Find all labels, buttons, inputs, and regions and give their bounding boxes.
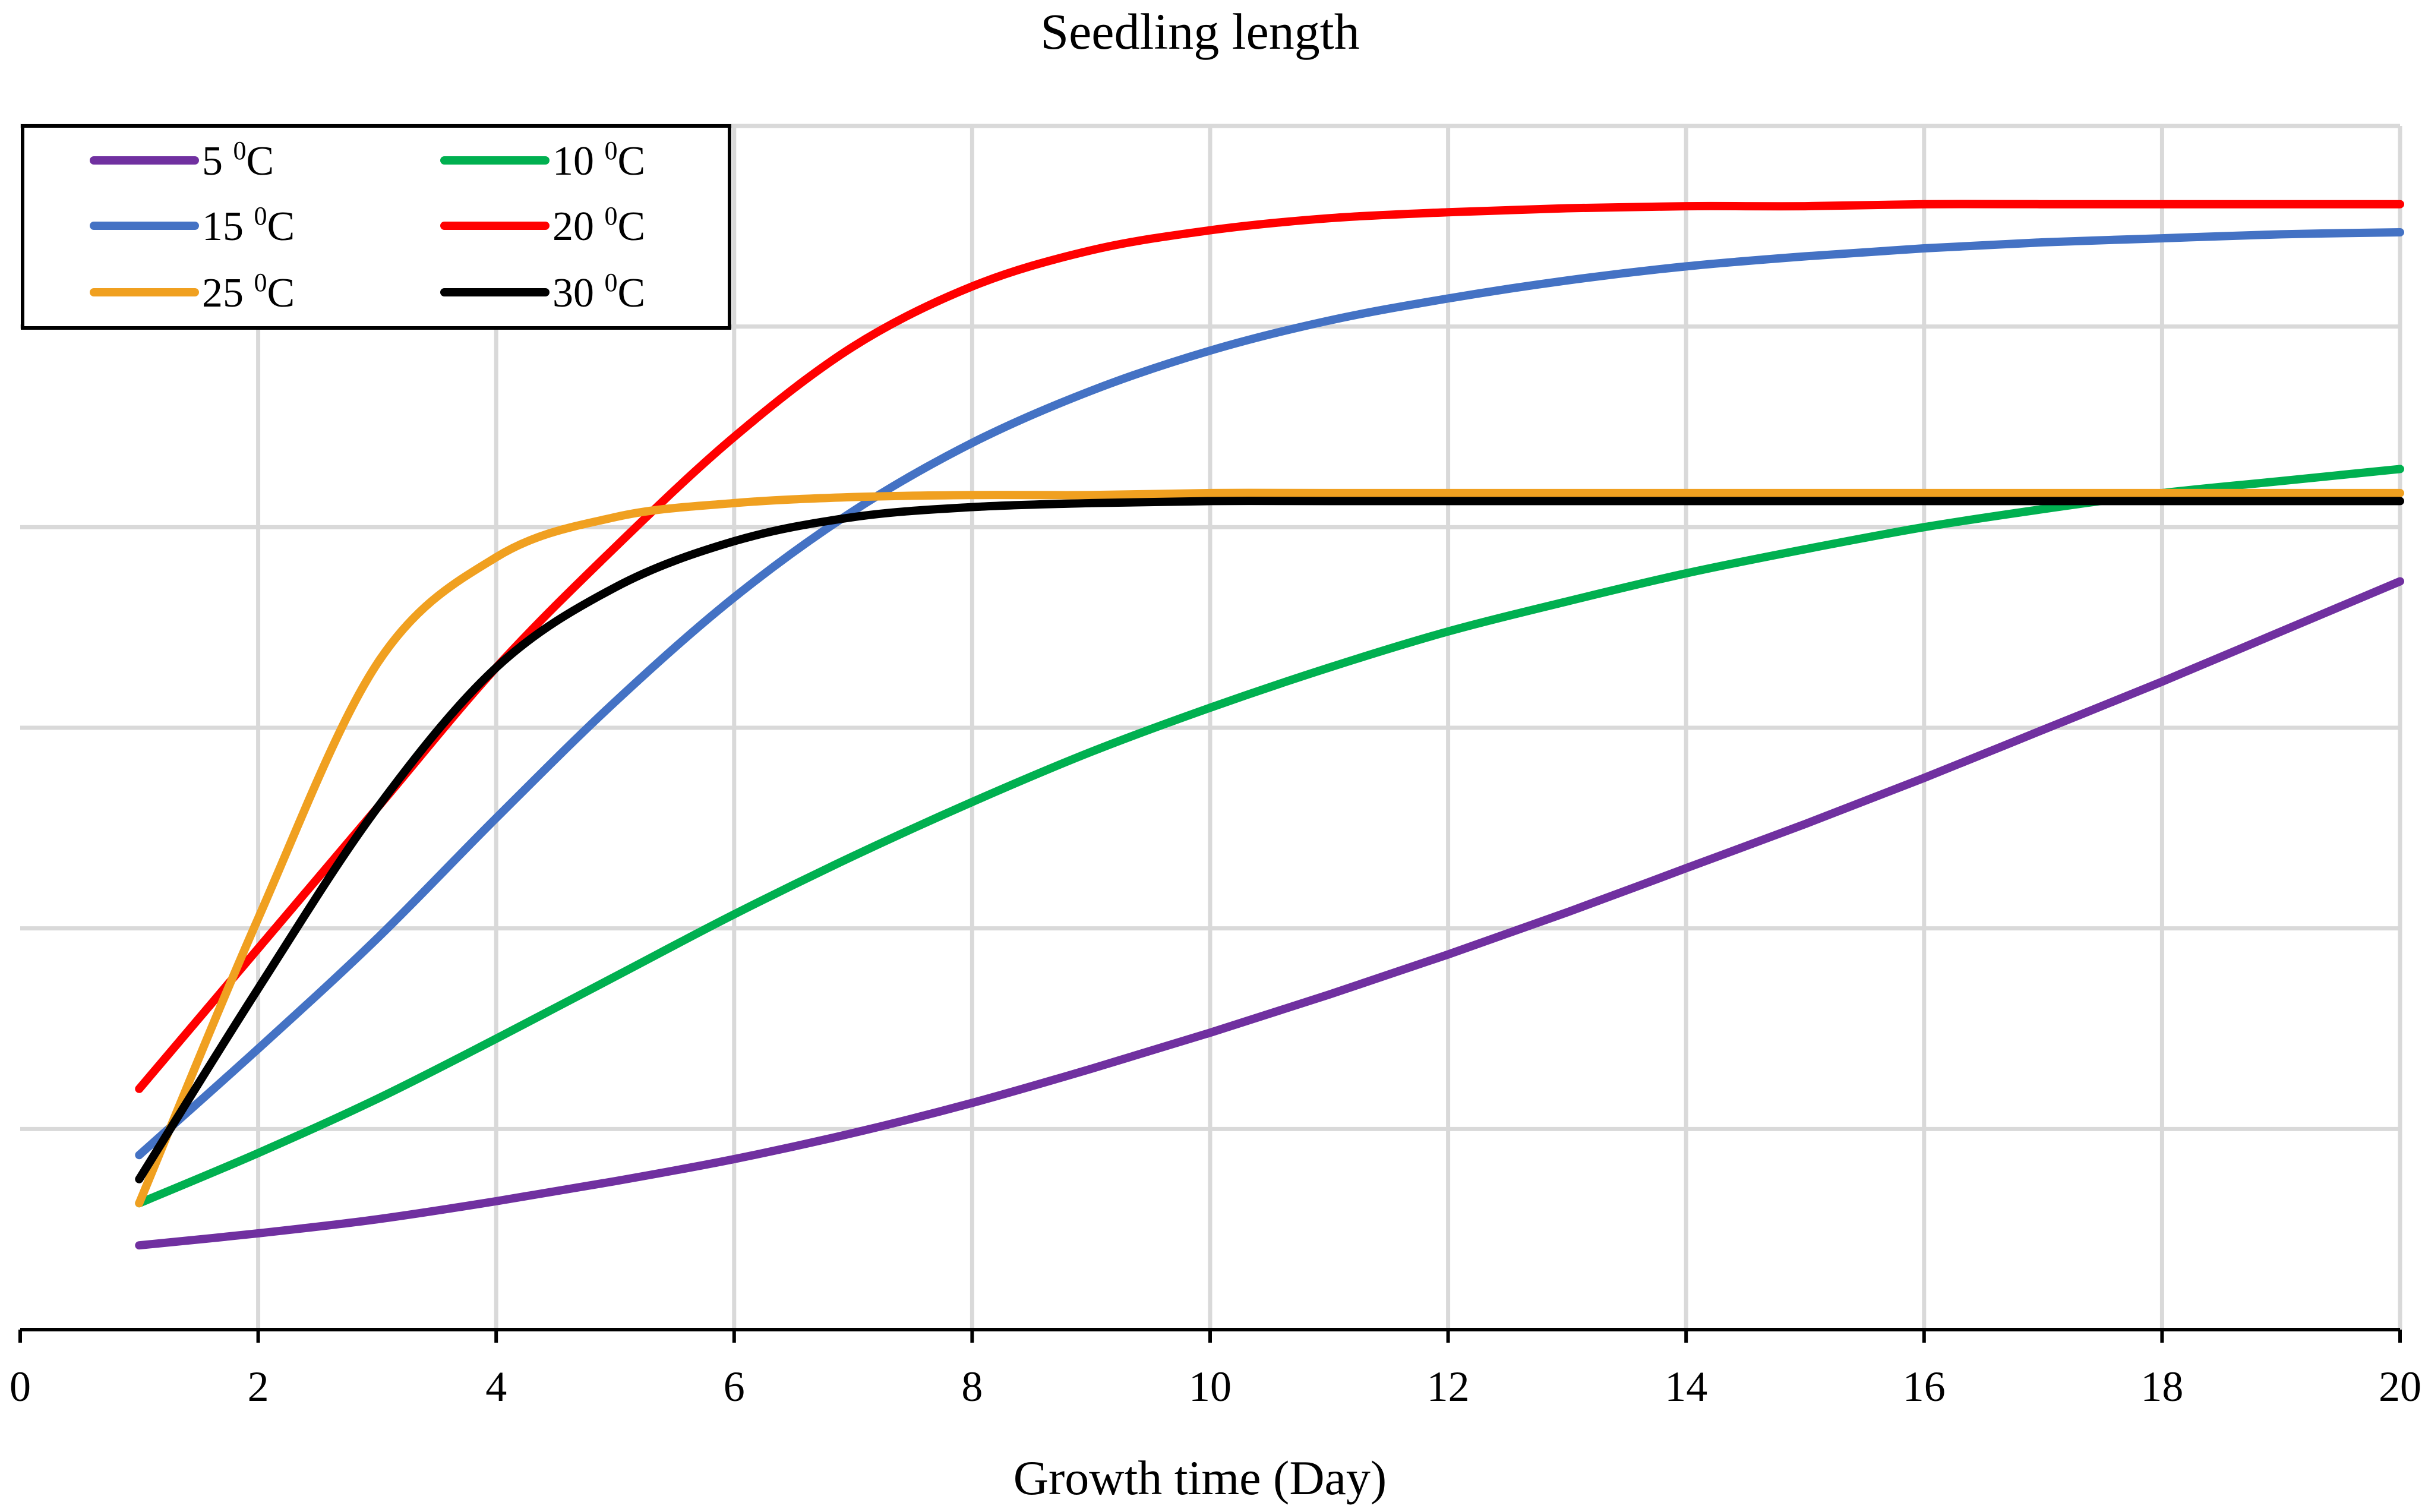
legend-label-4: 25 0C xyxy=(202,268,295,316)
x-axis-label: Growth time (Day) xyxy=(1013,1451,1387,1505)
legend-label-3: 20 0C xyxy=(552,201,645,250)
series-line-5 xyxy=(135,497,2404,1183)
series-line-4 xyxy=(135,488,2404,1208)
x-tick-label: 20 xyxy=(2379,1363,2421,1410)
x-tick-label: 18 xyxy=(2140,1363,2183,1410)
x-tick-label: 6 xyxy=(724,1363,745,1410)
x-tick-label: 14 xyxy=(1665,1363,1707,1410)
grid-layer xyxy=(20,124,2402,1330)
x-tick-label: 16 xyxy=(1903,1363,1946,1410)
series-layer xyxy=(135,200,2404,1250)
x-tick-label: 2 xyxy=(248,1363,269,1410)
x-tick-label: 0 xyxy=(10,1363,31,1410)
legend-label-2: 15 0C xyxy=(202,201,295,250)
axis-layer: 0 2 4 6 8 10 12 14 16 18 20 xyxy=(10,1328,2421,1410)
x-tick-label: 10 xyxy=(1189,1363,1232,1410)
legend-label-5: 30 0C xyxy=(552,268,645,316)
legend: 5 0C 10 0C 15 0C 20 0C 25 0C 30 0C xyxy=(21,124,731,330)
x-tick-label: 12 xyxy=(1427,1363,1470,1410)
legend-label-1: 10 0C xyxy=(552,136,645,184)
x-tick-label: 8 xyxy=(961,1363,983,1410)
legend-label-0: 5 0C xyxy=(202,136,274,184)
series-line-2 xyxy=(135,228,2404,1160)
chart-title: Seedling length xyxy=(1040,3,1359,60)
series-line-0 xyxy=(135,577,2404,1250)
x-tick-label: 4 xyxy=(485,1363,507,1410)
series-line-1 xyxy=(135,465,2404,1208)
